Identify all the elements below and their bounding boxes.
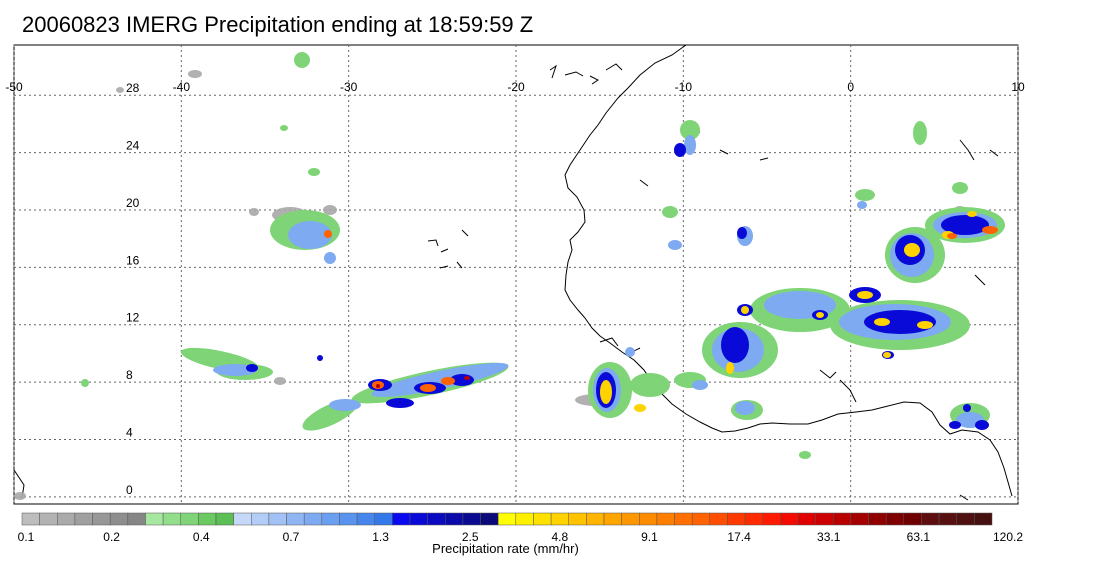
lat-tick-label: 24	[126, 139, 140, 153]
colorbar-tick-label: 17.4	[727, 530, 751, 544]
lat-tick-label: 16	[126, 253, 140, 267]
colorbar-swatch	[903, 512, 922, 526]
lon-tick-label: -50	[5, 80, 23, 94]
colorbar-tick-label: 1.3	[372, 530, 389, 544]
colorbar-tick-label: 2.5	[462, 530, 479, 544]
lat-tick-label: 8	[126, 368, 133, 382]
colorbar	[21, 512, 993, 526]
colorbar-swatch	[109, 512, 129, 526]
colorbar-swatch	[639, 512, 658, 526]
colorbar-swatch	[74, 512, 93, 526]
colorbar-swatch	[797, 512, 816, 526]
colorbar-tick-label: 63.1	[907, 530, 931, 544]
colorbar-swatch	[162, 512, 181, 526]
precipitation-field	[14, 52, 1005, 500]
colorbar-swatch	[392, 512, 411, 526]
latitude-tick-labels: 28 24 20 16 12 8 4 0	[126, 81, 140, 497]
lat-tick-label: 0	[126, 483, 133, 497]
colorbar-swatch	[180, 512, 199, 526]
colorbar-swatch	[568, 512, 587, 526]
colorbar-swatch	[656, 512, 675, 526]
lat-tick-label: 4	[126, 425, 133, 439]
colorbar-swatch	[974, 512, 993, 526]
colorbar-swatch	[427, 512, 446, 526]
colorbar-swatch	[409, 512, 428, 526]
colorbar-swatch	[868, 512, 887, 526]
colorbar-swatch	[938, 512, 957, 526]
lon-tick-label: -30	[340, 80, 358, 94]
colorbar-swatch	[198, 512, 217, 526]
colorbar-tick-label: 0.7	[283, 530, 300, 544]
colorbar-swatch	[251, 512, 270, 526]
colorbar-swatch	[39, 512, 58, 526]
colorbar-swatch	[127, 512, 146, 526]
lat-tick-label: 20	[126, 196, 140, 210]
colorbar-swatch	[621, 512, 640, 526]
colorbar-tick-label: 0.4	[193, 530, 210, 544]
colorbar-swatch	[57, 512, 76, 526]
colorbar-swatch	[145, 512, 164, 526]
colorbar-swatch	[215, 512, 234, 526]
colorbar-swatch	[339, 512, 358, 526]
map-title: 20060823 IMERG Precipitation ending at 1…	[22, 12, 534, 37]
extreme-rain-areas	[376, 376, 470, 388]
colorbar-swatch	[674, 512, 693, 526]
colorbar-swatch	[321, 512, 340, 526]
colorbar-swatch	[92, 512, 111, 526]
colorbar-swatch	[850, 512, 869, 526]
colorbar-swatch	[691, 512, 711, 526]
colorbar-swatch	[744, 512, 763, 526]
colorbar-swatch	[515, 512, 534, 526]
colorbar-swatch	[833, 512, 852, 526]
colorbar-tick-label: 9.1	[641, 530, 658, 544]
colorbar-swatch	[480, 512, 499, 526]
colorbar-title-text: Precipitation rate (mm/hr)	[432, 541, 579, 556]
colorbar-tick-label: 4.8	[551, 530, 568, 544]
colorbar-tick-label: 0.1	[18, 530, 35, 544]
colorbar-swatch	[21, 512, 40, 526]
lat-tick-label: 12	[126, 311, 140, 325]
colorbar-swatch	[885, 512, 905, 526]
lon-tick-label: -40	[173, 80, 191, 94]
colorbar-title: Precipitation rate (mm/hr)	[0, 541, 1101, 556]
colorbar-swatch	[286, 512, 305, 526]
lon-tick-label: 0	[847, 80, 854, 94]
colorbar-swatch	[956, 512, 975, 526]
colorbar-swatch	[233, 512, 252, 526]
colorbar-tick-label: 33.1	[817, 530, 841, 544]
lon-tick-label: -20	[507, 80, 525, 94]
colorbar-swatch	[603, 512, 622, 526]
colorbar-swatch	[356, 512, 375, 526]
africa-coastline	[564, 45, 1013, 497]
colorbar-swatch	[533, 512, 552, 526]
colorbar-tick-label: 120.2	[993, 530, 1023, 544]
very-intense-rain-areas	[324, 226, 998, 392]
colorbar-swatch	[462, 512, 481, 526]
colorbar-swatch	[815, 512, 834, 526]
colorbar-swatch	[550, 512, 569, 526]
lon-tick-label: -10	[675, 80, 693, 94]
colorbar-swatch	[268, 512, 287, 526]
colorbar-swatch	[727, 512, 746, 526]
colorbar-swatch	[445, 512, 464, 526]
colorbar-swatch	[303, 512, 323, 526]
colorbar-swatch	[497, 512, 517, 526]
colorbar-swatch	[780, 512, 799, 526]
colorbar-swatch	[921, 512, 940, 526]
lon-tick-label: 10	[1011, 80, 1025, 94]
lat-tick-label: 28	[126, 81, 140, 95]
colorbar-tick-label: 0.2	[103, 530, 120, 544]
colorbar-swatch	[709, 512, 728, 526]
colorbar-swatch	[586, 512, 605, 526]
intense-rain-areas	[600, 211, 977, 412]
colorbar-swatch	[374, 512, 393, 526]
colorbar-tick-labels: 0.1 0.2 0.4 0.7 1.3 2.5 4.8 9.1 17.4 33.1 63.1 120.…	[18, 530, 1024, 544]
longitude-tick-labels: -50 -40 -30 -20 -10 0 10	[5, 80, 1025, 94]
colorbar-swatch	[762, 512, 781, 526]
